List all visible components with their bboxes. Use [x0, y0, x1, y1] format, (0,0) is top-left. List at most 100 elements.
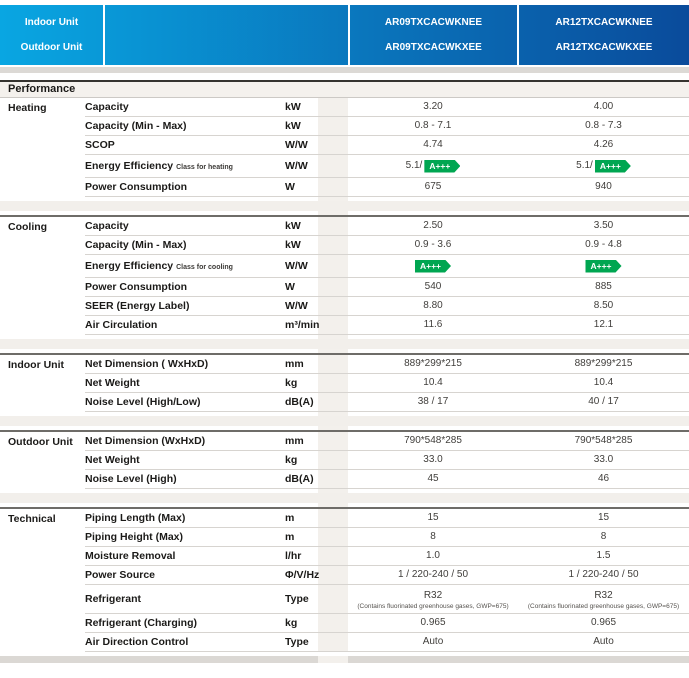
table-end-gap: [0, 652, 689, 656]
refrigerant-note: (Contains fluorinated greenhouse gases, …: [527, 603, 680, 610]
spec-label: Air Direction Control: [85, 636, 189, 648]
spec-value-text: 46: [597, 473, 610, 484]
spec-value-text: 1.0: [426, 550, 440, 561]
group-label: Indoor Unit: [8, 358, 64, 371]
spec-row: Noise Level (High) dB(A) 45 46: [0, 470, 689, 489]
spec-value-text: 33.0: [423, 454, 443, 465]
spec-label: Net Dimension ( WxHxD): [85, 358, 209, 370]
spec-value: 5.1/A+++: [518, 160, 689, 173]
spec-value-main: 940: [595, 181, 612, 193]
group-label: [0, 236, 85, 255]
spec-value: 12.1: [518, 319, 689, 331]
spec-value-text: 1 / 220-240 / 50: [397, 569, 469, 580]
spec-value: 0.965: [518, 617, 689, 629]
spec-value: 3.50: [518, 220, 689, 232]
outdoor-unit-label: Outdoor Unit: [20, 41, 83, 53]
spec-label: Power Consumption: [85, 181, 188, 193]
spec-value-main: 0.9 - 4.8: [585, 239, 622, 251]
spec-label: Capacity: [85, 101, 129, 113]
spec-label: Moisture Removal: [85, 550, 176, 562]
spec-unit: kg: [285, 617, 298, 629]
header-separator-strip: [0, 67, 689, 73]
spec-value-main: Auto: [423, 636, 444, 648]
energy-class-badge: A+++: [424, 160, 460, 173]
spec-value-text: 540: [424, 281, 442, 292]
group-label: [0, 255, 85, 278]
spec-value-text: 5.1/: [576, 160, 593, 171]
spec-value: Auto: [348, 636, 518, 648]
spec-value-main: 0.9 - 3.6: [415, 239, 452, 251]
group-label: [0, 316, 85, 335]
spec-sublabel: Class for heating: [176, 164, 233, 171]
group-label: [0, 178, 85, 197]
spec-value-main: 3.20: [423, 101, 442, 113]
spec-value: A+++: [348, 260, 518, 273]
spec-row-cells: Refrigerant (Charging) kg 0.965 0.965: [85, 614, 689, 633]
spec-value-main: R32: [594, 590, 612, 602]
spec-row-cells: Noise Level (High) dB(A) 45 46: [85, 470, 689, 489]
spec-unit: m³/min: [285, 319, 320, 331]
section-gap-strip: [0, 493, 689, 503]
spec-value-main: 2.50: [423, 220, 442, 232]
spec-value-text: 8.50: [593, 300, 614, 311]
spec-unit: W/W: [285, 160, 308, 172]
model-column-2: AR12TXCACWKNEE AR12TXCACWKXEE: [519, 5, 689, 65]
spec-row: Outdoor Unit Net Dimension (WxHxD) mm 790*5…: [0, 432, 689, 451]
spec-label: Noise Level (High): [85, 473, 177, 485]
spec-value: 675: [348, 181, 518, 193]
spec-unit: W/W: [285, 139, 308, 151]
spec-value: 33.0: [518, 454, 689, 466]
spec-value-text: 8.80: [423, 300, 443, 311]
spec-section: Indoor Unit Net Dimension ( WxHxD) mm 889*2…: [0, 353, 689, 412]
spec-unit: W/W: [285, 300, 308, 312]
spec-row: SEER (Energy Label) W/W 8.80 8.50: [0, 297, 689, 316]
spec-label: Energy Efficiency Class for heating: [85, 160, 233, 172]
spec-value: 885: [518, 281, 689, 293]
spec-value-text: 3.50: [593, 220, 614, 231]
spec-value-main: 38 / 17: [418, 396, 449, 408]
spec-value-text: 5.1/: [405, 160, 423, 171]
spec-value-main: 5.1/A+++: [406, 160, 461, 173]
spec-value-text: 1.5: [596, 550, 611, 561]
spec-value-text: 33.0: [593, 454, 614, 465]
spec-value: 889*299*215: [348, 358, 518, 370]
spec-value-text: 3.20: [423, 101, 443, 112]
model-name: AR12TXCACWKXEE: [555, 41, 653, 53]
spec-value-text: 40 / 17: [588, 396, 619, 407]
spec-unit: kW: [285, 239, 301, 251]
spec-value: 790*548*285: [518, 435, 689, 447]
spec-value-text: 790*548*285: [404, 435, 462, 446]
spec-unit: Φ/V/Hz: [285, 569, 320, 581]
spec-value-main: 675: [425, 181, 442, 193]
spec-label: Air Circulation: [85, 319, 158, 331]
spec-unit: kW: [285, 101, 301, 113]
spec-value: R32 (Contains fluorinated greenhouse gase…: [518, 587, 689, 611]
spec-value-text: 10.4: [593, 377, 614, 388]
spec-value: 11.6: [348, 319, 518, 331]
group-label: [0, 297, 85, 316]
spec-row: Energy Efficiency Class for heating W/W 5.1…: [0, 155, 689, 178]
spec-value-main: 889*299*215: [404, 358, 462, 370]
spec-value-main: 33.0: [594, 454, 613, 466]
spec-value: 33.0: [348, 454, 518, 466]
spec-value-main: 1.5: [597, 550, 611, 562]
spec-value: 8: [518, 531, 689, 543]
spec-value-main: 0.8 - 7.3: [585, 120, 622, 132]
spec-value: 0.965: [348, 617, 518, 629]
spec-value: 0.8 - 7.1: [348, 120, 518, 132]
spec-row-cells: Moisture Removal l/hr 1.0 1.5: [85, 547, 689, 566]
spec-label: Noise Level (High/Low): [85, 396, 201, 408]
spec-value: 4.00: [518, 101, 689, 113]
spec-value: 1 / 220-240 / 50: [518, 569, 689, 581]
spec-value: 1 / 220-240 / 50: [348, 569, 518, 581]
spec-value: 5.1/A+++: [348, 160, 518, 173]
spec-row-cells: Net Weight kg 10.4 10.4: [85, 374, 689, 393]
spec-value-main: 45: [427, 473, 438, 485]
spec-value-text: 45: [427, 473, 439, 484]
spec-label: SCOP: [85, 139, 115, 151]
spec-value-text: 0.9 - 3.6: [414, 239, 452, 250]
spec-value-text: 889*299*215: [404, 358, 462, 369]
spec-value: 1.0: [348, 550, 518, 562]
spec-table: Performance Heating Capacity kW 3.20 4.00 Cap…: [0, 80, 689, 663]
spec-value-text: 0.8 - 7.1: [414, 120, 452, 131]
